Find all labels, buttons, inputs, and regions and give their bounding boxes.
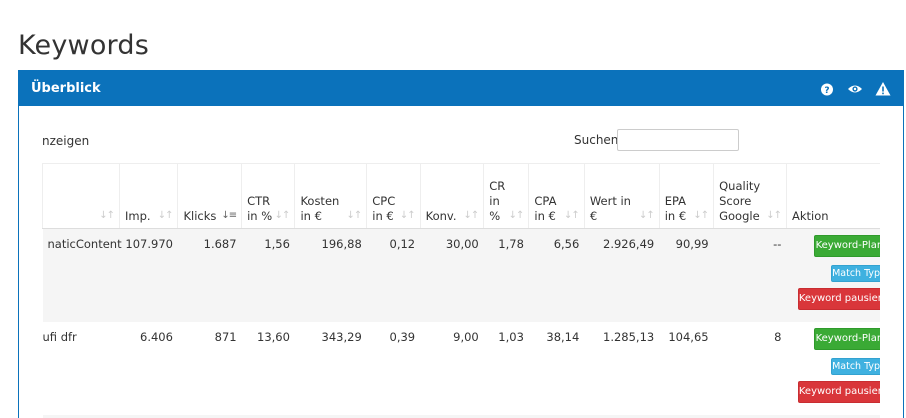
cr-cell: 1,78 [483, 228, 529, 322]
keyword-cell: ufi dfr [42, 321, 120, 415]
epa-cell: 104,65 [659, 321, 714, 415]
panel-heading: Überblick ? [19, 71, 903, 106]
cpa-cell: 6,56 [528, 228, 585, 322]
sort-icon: ↓↑ [99, 210, 115, 221]
epa-cell: 90,99 [659, 228, 714, 322]
keyword-pause-button[interactable]: Keyword pausieren [797, 288, 880, 310]
keywords-table: ↓↑ Imp. ↓↑ Klicks ↓≡ CTR in % ↓↑ Kosten in … [42, 163, 880, 418]
help-icon[interactable]: ? [819, 81, 835, 97]
table-row: ufi dfr 6.406 871 13,60 343,29 0,39 9,00… [42, 321, 880, 415]
quality-score-cell: 8 [713, 321, 787, 415]
cpc-cell: 0,12 [366, 228, 421, 322]
column-header-epa[interactable]: EPA in € ↓↑ [658, 163, 715, 229]
column-header-cpa[interactable]: CPA in € ↓↑ [528, 163, 585, 229]
svg-text:?: ? [824, 86, 829, 96]
column-header-konv[interactable]: Konv. ↓↑ [419, 163, 485, 229]
column-header-quality-score[interactable]: Quality Score Google ↓↑ [713, 163, 787, 229]
sort-icon: ↓↑ [693, 210, 709, 221]
sort-icon: ↓↑ [766, 210, 782, 221]
match-type-label: Match Type [832, 268, 880, 279]
table-row [42, 414, 880, 418]
klicks-cell: 871 [177, 321, 242, 415]
cpa-cell: 38,14 [528, 321, 585, 415]
page-title: Keywords [18, 30, 149, 61]
column-header-aktion[interactable]: Aktion↓↑ [785, 163, 880, 229]
show-entries-label: nzeigen [42, 134, 90, 148]
panel-title: Überblick [31, 81, 101, 96]
table-controls: nzeigen Suchen [19, 129, 903, 155]
match-type-dropdown[interactable]: Match Type [830, 265, 880, 282]
wert-cell: 1.285,13 [584, 321, 660, 415]
wert-cell: 2.926,49 [584, 228, 660, 322]
column-header-imp[interactable]: Imp. ↓↑ [118, 163, 179, 229]
keyword-planer-button[interactable]: Keyword-Planer [813, 327, 880, 350]
sort-icon: ↓↑ [564, 210, 580, 221]
imp-cell: 6.406 [119, 321, 178, 415]
table-row: naticContent 107.970 1.687 1,56 196,88 0… [42, 228, 880, 322]
cr-cell: 1,03 [483, 321, 529, 415]
eye-icon[interactable] [847, 81, 863, 97]
warning-icon[interactable] [875, 81, 891, 97]
sort-icon: ↓↑ [157, 210, 174, 221]
table-header-row: ↓↑ Imp. ↓↑ Klicks ↓≡ CTR in % ↓↑ Kosten in … [42, 163, 880, 229]
search-label: Suchen [574, 133, 619, 147]
keyword-pause-button[interactable]: Keyword pausieren [797, 380, 880, 403]
panel-tools: ? [819, 81, 891, 97]
sort-icon: ↓↑ [399, 210, 416, 221]
kosten-cell: 196,88 [294, 228, 367, 322]
column-header-wert[interactable]: Wert in € ↓↑ [583, 163, 660, 229]
klicks-cell: 1.687 [177, 228, 242, 322]
keywords-table-wrapper: ↓↑ Imp. ↓↑ Klicks ↓≡ CTR in % ↓↑ Kosten in … [42, 163, 880, 418]
sort-desc-icon: ↓≡ [221, 210, 237, 221]
kosten-cell: 343,29 [294, 321, 367, 415]
overview-panel: Überblick ? nzeigen Suchen ↓↑ I [18, 70, 904, 418]
sort-icon: ↓↑ [638, 210, 655, 221]
imp-cell: 107.970 [119, 228, 178, 322]
column-header-keyword[interactable]: ↓↑ [42, 163, 120, 229]
action-cell: Keyword-Planer Match Type Keyword pausie… [786, 228, 880, 322]
ctr-cell: 1,56 [241, 228, 295, 322]
column-header-cr[interactable]: CR in % ↓↑ [483, 163, 530, 229]
cpc-cell: 0,39 [366, 321, 421, 415]
column-header-ctr[interactable]: CTR in % ↓↑ [241, 163, 296, 229]
match-type-dropdown[interactable]: Match Type [830, 357, 880, 375]
konv-cell: 30,00 [420, 228, 484, 322]
match-type-label: Match Type [832, 360, 880, 372]
konv-cell: 9,00 [420, 321, 484, 415]
search-input[interactable] [617, 129, 739, 151]
sort-icon: ↓↑ [463, 210, 479, 221]
ctr-cell: 13,60 [241, 321, 295, 415]
keyword-cell: naticContent [42, 228, 122, 322]
action-cell: Keyword-Planer Match Type Keyword pausie… [786, 321, 880, 415]
sort-icon: ↓↑ [508, 210, 525, 221]
column-header-kosten[interactable]: Kosten in € ↓↑ [294, 163, 368, 229]
sort-icon: ↓↑ [346, 210, 363, 221]
keyword-planer-button[interactable]: Keyword-Planer [813, 235, 880, 257]
column-header-cpc[interactable]: CPC in € ↓↑ [366, 163, 421, 229]
quality-score-cell: -- [713, 228, 787, 322]
sort-icon: ↓↑ [274, 210, 291, 221]
column-header-klicks[interactable]: Klicks ↓≡ [177, 163, 243, 229]
